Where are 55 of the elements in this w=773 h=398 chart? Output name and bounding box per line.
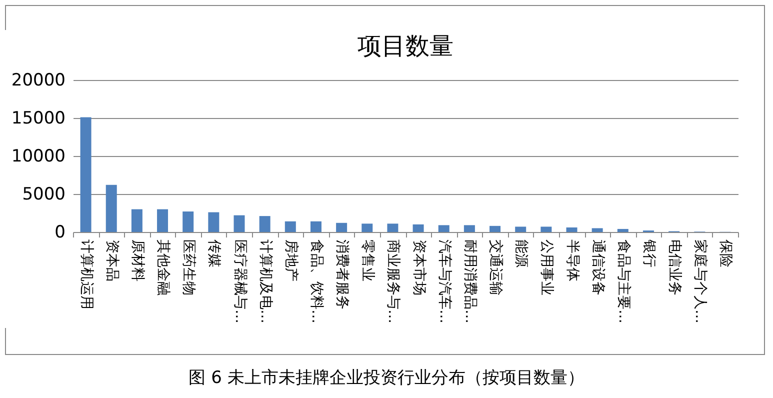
x-tick-label: 资本品 [104, 240, 120, 282]
x-tick-label: 医疗器械与… [232, 240, 248, 324]
bar [566, 227, 578, 232]
y-tick-label: 0 [54, 222, 66, 242]
bar [515, 226, 526, 232]
bar [284, 221, 296, 232]
x-tick-label: 半导体 [564, 240, 580, 282]
bar [234, 215, 245, 232]
x-tick-label: 商业服务与… [385, 240, 402, 324]
x-tick-label: 交通运输 [488, 240, 504, 296]
y-tick-label: 20000 [11, 70, 66, 90]
bar [106, 184, 117, 232]
bar [490, 226, 501, 232]
bar [362, 224, 373, 232]
x-tick-label: 医药生物 [180, 240, 197, 296]
y-tick-label: 5000 [22, 184, 66, 204]
bar [464, 225, 475, 232]
x-tick-label: 传媒 [206, 240, 222, 268]
x-tick-label: 其他金融 [155, 240, 172, 296]
x-tick-label: 计算机及电… [257, 240, 274, 324]
bar [387, 224, 398, 232]
bar [336, 222, 348, 232]
x-tick-label: 银行 [640, 238, 657, 268]
x-tick-label: 家庭与个人… [692, 240, 708, 324]
x-tick-label: 公用事业 [538, 240, 555, 296]
x-tick-label: 能源 [513, 240, 530, 268]
bar [131, 209, 142, 232]
bar [540, 226, 552, 232]
caption: 图 6 未上市未挂牌企业投资行业分布（按项目数量） [188, 367, 586, 389]
x-tick-label: 消费者服务 [334, 240, 350, 310]
x-tick-label: 食品与主要… [615, 240, 632, 324]
x-tick-label: 汽车与汽车… [436, 240, 452, 324]
bar [438, 225, 450, 232]
bar [592, 228, 603, 232]
bar [157, 209, 168, 232]
x-tick-label: 计算机运用 [78, 240, 94, 310]
x-tick-label: 房地产 [282, 240, 299, 282]
bar [182, 211, 194, 232]
x-tick-label: 通信设备 [590, 240, 606, 296]
x-tick-label: 资本市场 [410, 240, 427, 296]
bar [80, 117, 92, 232]
bar [617, 228, 628, 232]
x-tick-label: 零售业 [360, 240, 376, 282]
x-tick-label: 原材料 [129, 240, 146, 282]
y-tick-label: 10000 [11, 146, 66, 166]
bar [310, 221, 322, 232]
chart-title: 项目数量 [358, 32, 454, 60]
x-tick-label: 电信业务 [666, 240, 683, 296]
x-tick-label: 食品、饮料… [308, 240, 324, 324]
bar [208, 212, 220, 232]
x-tick-label: 保险 [718, 240, 734, 268]
y-tick-label: 15000 [11, 108, 66, 128]
x-tick-label: 耐用消费品… [462, 240, 478, 324]
bar [259, 216, 270, 232]
bar [412, 224, 424, 232]
